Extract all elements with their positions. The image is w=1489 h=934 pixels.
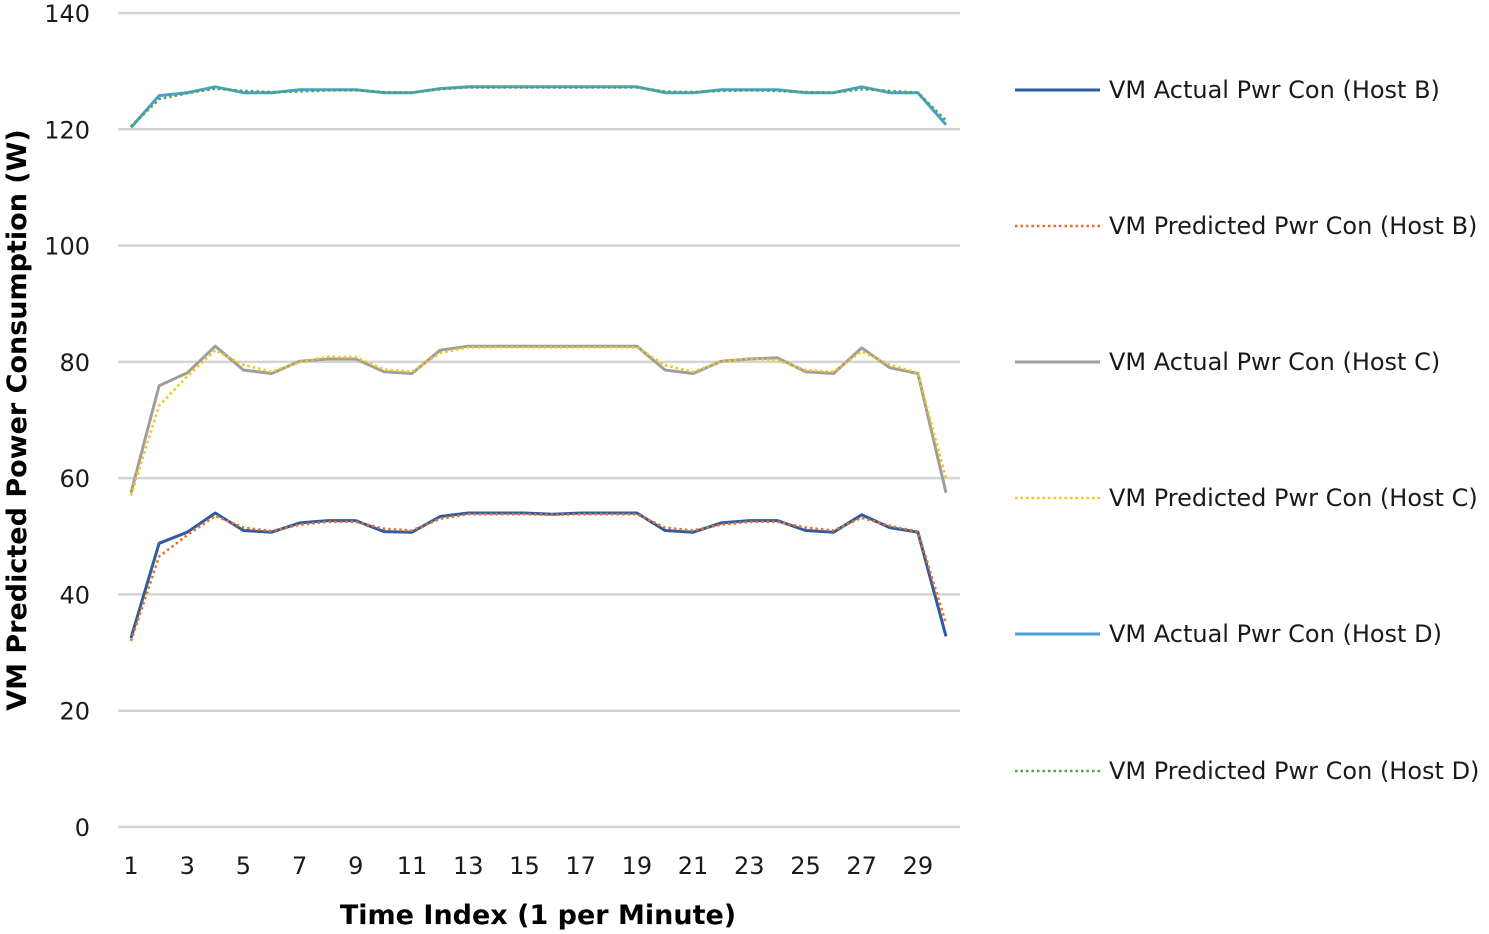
legend-label: VM Actual Pwr Con (Host B) — [1109, 76, 1440, 104]
x-tick-label: 29 — [903, 852, 934, 880]
x-tick-label: 27 — [846, 852, 877, 880]
y-tick-label: 40 — [59, 581, 90, 609]
gridlines — [118, 11, 960, 829]
x-tick-label: 15 — [509, 852, 540, 880]
x-tick-label: 9 — [348, 852, 363, 880]
legend-label: VM Actual Pwr Con (Host D) — [1109, 620, 1442, 648]
y-tick-label: 60 — [59, 465, 90, 493]
x-tick-label: 19 — [622, 852, 653, 880]
legend-label: VM Actual Pwr Con (Host C) — [1109, 348, 1440, 376]
x-tick-label: 3 — [180, 852, 195, 880]
y-tick-label: 100 — [44, 233, 90, 261]
y-tick-label: 140 — [44, 0, 90, 28]
x-axis-title: Time Index (1 per Minute) — [340, 900, 736, 931]
y-tick-label: 80 — [59, 349, 90, 377]
x-tick-label: 7 — [292, 852, 307, 880]
x-tick-label: 11 — [397, 852, 428, 880]
series-line-4 — [129, 345, 948, 496]
series-lines — [129, 85, 948, 642]
y-tick-label: 120 — [44, 116, 90, 144]
x-tick-label: 25 — [790, 852, 821, 880]
legend-label: VM Predicted Pwr Con (Host D) — [1109, 757, 1479, 785]
x-tick-label: 1 — [123, 852, 138, 880]
x-tick-label: 21 — [678, 852, 709, 880]
y-tick-label: 20 — [59, 698, 90, 726]
legend: VM Actual Pwr Con (Host B) VM Predicted P… — [1015, 76, 1479, 785]
series-line-6 — [130, 86, 947, 128]
y-axis-ticks: 0 20 40 60 80 100 120 140 — [44, 0, 90, 842]
x-tick-label: 23 — [734, 852, 765, 880]
y-tick-label: 0 — [75, 814, 90, 842]
legend-label: VM Predicted Pwr Con (Host C) — [1109, 484, 1478, 512]
x-axis-ticks: 1 3 5 7 9 11 13 15 17 19 21 23 25 27 29 — [123, 852, 933, 880]
legend-label: VM Predicted Pwr Con (Host B) — [1109, 212, 1477, 240]
x-tick-label: 5 — [236, 852, 251, 880]
series-line-2 — [129, 512, 948, 642]
x-tick-label: 17 — [565, 852, 596, 880]
series-line-1 — [129, 511, 948, 639]
x-tick-label: 13 — [453, 852, 484, 880]
y-axis-title: VM Predicted Power Consumption (W) — [2, 129, 33, 711]
